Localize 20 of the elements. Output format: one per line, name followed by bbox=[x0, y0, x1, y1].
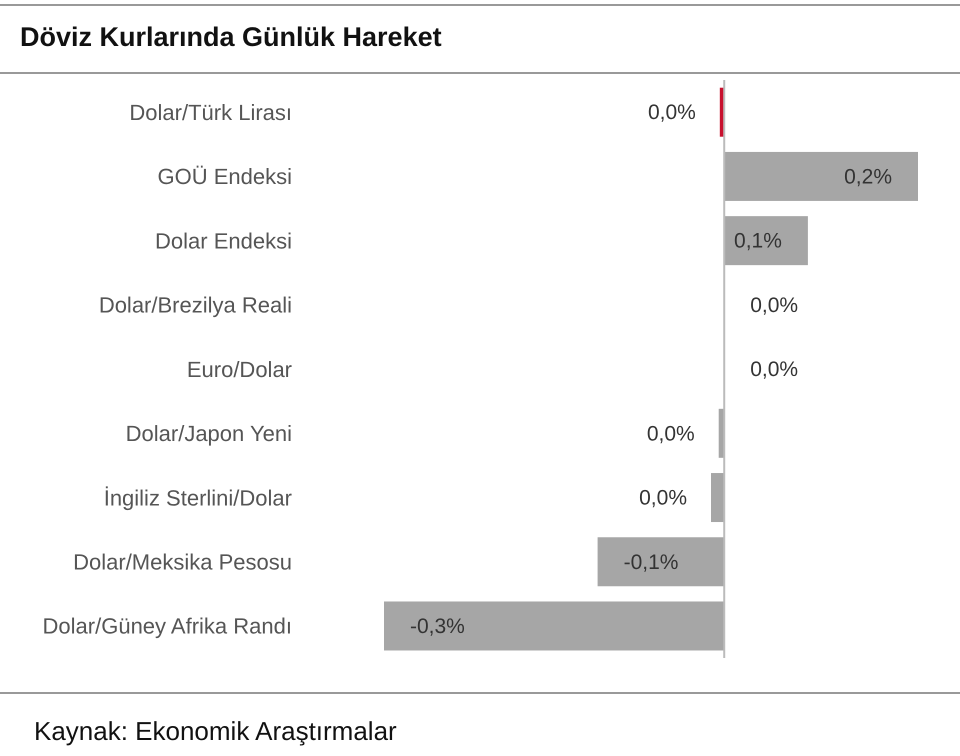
y-tick-label: Dolar Endeksi bbox=[155, 228, 292, 254]
data-label: 0,0% bbox=[646, 422, 695, 446]
data-label: 0,0% bbox=[750, 358, 798, 382]
data-label: -0,3% bbox=[410, 614, 465, 638]
y-tick-label: Dolar/Güney Afrika Randı bbox=[42, 614, 292, 639]
y-tick-label: GOÜ Endeksi bbox=[158, 164, 292, 190]
y-tick-label: Dolar/Türk Lirası bbox=[129, 100, 292, 125]
data-label: 0,0% bbox=[648, 101, 696, 124]
chart-title: Döviz Kurlarında Günlük Hareket bbox=[19, 21, 443, 54]
y-tick-label: Dolar/Japon Yeni bbox=[126, 421, 292, 446]
y-tick-label: İngiliz Sterlini/Dolar bbox=[104, 485, 292, 510]
data-label: 0,1% bbox=[734, 230, 782, 253]
y-tick-label: Euro/Dolar bbox=[186, 356, 292, 382]
y-tick-label: Dolar/Brezilya Reali bbox=[98, 292, 292, 318]
data-label: 0,0% bbox=[639, 486, 688, 510]
data-label: 0,2% bbox=[844, 165, 892, 188]
data-label: 0,0% bbox=[750, 294, 798, 317]
y-tick-label: Dolar/Meksika Pesosu bbox=[73, 549, 292, 574]
data-label: -0,1% bbox=[624, 550, 678, 574]
text: Kaynak: Ekonomik Araştırmalar bbox=[34, 716, 397, 747]
